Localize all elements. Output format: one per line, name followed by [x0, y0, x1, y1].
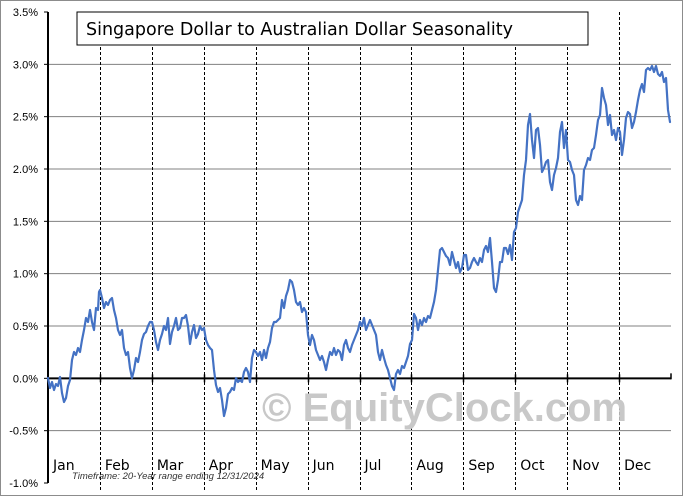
y-tick-label: 0.5% — [13, 321, 38, 333]
y-tick-label: 0.0% — [13, 373, 38, 385]
chart-title-box: Singapore Dollar to Australian Dollar Se… — [76, 11, 589, 46]
month-label-oct: Oct — [520, 458, 545, 474]
month-label-feb: Feb — [105, 458, 130, 474]
y-tick-label: -0.5% — [9, 426, 38, 438]
month-label-nov: Nov — [572, 458, 599, 474]
chart-title: Singapore Dollar to Australian Dollar Se… — [86, 20, 513, 40]
month-label-apr: Apr — [209, 458, 233, 474]
month-label-jan: Jan — [52, 458, 75, 474]
month-dividers — [100, 12, 620, 492]
y-tick-label: 3.5% — [13, 7, 38, 19]
month-label-aug: Aug — [416, 458, 443, 474]
x-axis-month-labels: Jan Feb Mar Apr May Jun Jul Aug Sep Oct Nov Dec — [52, 458, 651, 474]
y-tick-label: 2.5% — [13, 112, 38, 124]
timeframe-note: Timeframe: 20-Year range ending 12/31/20… — [72, 471, 264, 482]
y-tick-label: 1.0% — [13, 269, 38, 281]
axes — [44, 11, 672, 484]
y-tick-label: 1.5% — [13, 216, 38, 228]
y-tick-label: 2.0% — [13, 164, 38, 176]
y-tick-label: -1.0% — [9, 478, 38, 490]
watermark-text: © EquityClock.com — [262, 386, 627, 430]
month-label-jul: Jul — [364, 458, 382, 474]
y-tick-label: 3.0% — [13, 59, 38, 71]
seasonality-line — [46, 64, 672, 418]
month-label-jun: Jun — [312, 458, 335, 474]
month-label-may: May — [261, 458, 290, 474]
watermark: © EquityClock.com — [262, 386, 627, 430]
month-label-sep: Sep — [468, 458, 495, 474]
month-label-dec: Dec — [624, 458, 651, 474]
y-axis-tick-labels: 3.5% 3.0% 2.5% 2.0% 1.5% 1.0% 0.5% 0.0% -0.5% -1.… — [9, 7, 38, 490]
month-label-mar: Mar — [157, 458, 184, 474]
horizontal-gridlines — [48, 63, 671, 432]
